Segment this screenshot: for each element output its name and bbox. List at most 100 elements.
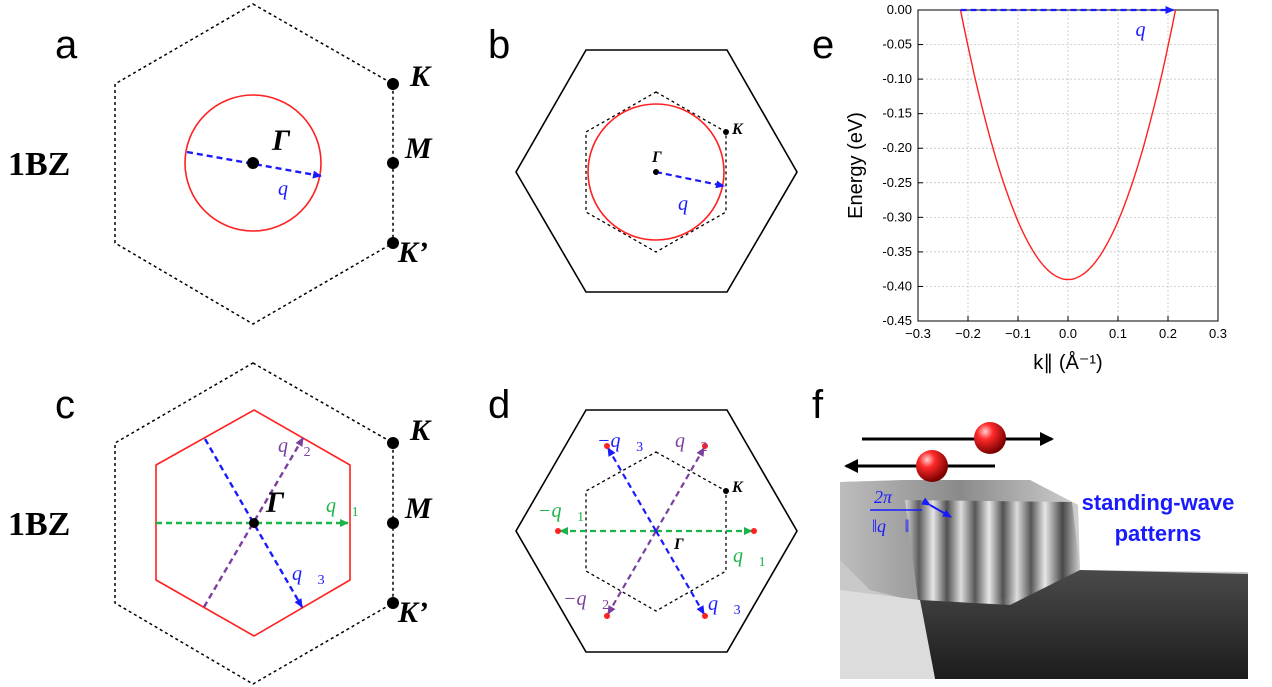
m-point — [387, 157, 399, 169]
panel-d: d Γ K q⃗1 −q⃗1 q⃗2 −q⃗2 q⃗3 −q⃗3 — [488, 383, 798, 653]
endpoint-dot — [604, 613, 610, 619]
gamma-label: Γ — [651, 149, 662, 166]
y-tick-label: -0.15 — [882, 106, 912, 121]
x-tick-label: 0.2 — [1159, 326, 1177, 341]
panel-label-f: f — [812, 383, 824, 427]
y-tick-label: -0.40 — [882, 278, 912, 293]
fermi-contour — [587, 103, 725, 241]
neg-q3-label: −q⃗3 — [597, 430, 643, 455]
electron-ball — [974, 422, 1006, 454]
q-label: q⃗ — [678, 193, 704, 215]
standing-wave-label-1: standing-wave — [1082, 490, 1235, 515]
dispersion-curve — [959, 9, 1177, 281]
bz-label: 1BZ — [8, 146, 70, 183]
panel-label-e: e — [812, 23, 834, 67]
panel-f: f 2π ‖q⃗ ‖ standing-wave patterns — [812, 383, 1248, 679]
m-point — [387, 517, 399, 529]
bz-label: 1BZ — [8, 506, 70, 543]
x-tick-label: −0.2 — [955, 326, 981, 341]
plot-frame — [917, 9, 1219, 322]
outer-hexagon — [515, 409, 798, 653]
endpoint-dot — [702, 443, 708, 449]
q3-vector — [203, 438, 304, 608]
endpoint-dot — [751, 528, 757, 534]
k-label: K — [409, 60, 432, 93]
neg-q2-label: −q⃗2 — [563, 588, 609, 613]
neg-q1-label: −q⃗1 — [538, 500, 584, 525]
q-label: q⃗ — [278, 178, 304, 200]
q3-vector — [655, 530, 705, 615]
x-tick-label: −0.3 — [905, 326, 931, 341]
y-tick-label: -0.05 — [882, 37, 912, 52]
x-tick-label: 0.0 — [1059, 326, 1077, 341]
q2-label: q⃗2 — [278, 435, 311, 460]
y-tick-label: -0.30 — [882, 209, 912, 224]
panel-label-d: d — [488, 383, 510, 427]
endpoint-dot — [702, 613, 708, 619]
k-point — [387, 437, 399, 449]
k-point — [723, 129, 729, 135]
kprime-point — [387, 597, 399, 609]
panel-e: e −0.3 −0.2 −0.1 0.0 0.1 0.2 0.3 0.00 -0.05 -0.10… — [812, 2, 1227, 374]
y-tick-label: -0.35 — [882, 244, 912, 259]
kprime-label: K’ — [397, 236, 428, 269]
k-label: K — [731, 121, 744, 138]
y-tick-label: 0.00 — [887, 2, 912, 17]
m-label: M — [404, 492, 433, 525]
q-vector — [655, 170, 725, 189]
y-tick-label: -0.25 — [882, 175, 912, 190]
standing-wave-label-2: patterns — [1115, 521, 1202, 546]
wavelength-numerator: 2π — [874, 487, 893, 507]
wavelength-arrow — [921, 497, 952, 518]
wavelength-denominator: ‖q⃗ ‖ — [872, 516, 910, 536]
panel-c: c Γ K M K’ q⃗1 q⃗2 q⃗3 1BZ — [8, 362, 433, 685]
y-tick-label: -0.20 — [882, 140, 912, 155]
electron-ball — [916, 450, 948, 482]
kprime-point — [387, 237, 399, 249]
kprime-label: K’ — [397, 596, 428, 629]
endpoint-dot — [604, 443, 610, 449]
neg-q2-vector — [607, 530, 657, 615]
q3-label: q⃗3 — [708, 593, 741, 618]
energy-chart: −0.3 −0.2 −0.1 0.0 0.1 0.2 0.3 0.00 -0.05 -0.10 -0… — [845, 2, 1227, 374]
bz-hexagon — [114, 362, 394, 685]
gamma-point — [653, 169, 659, 175]
y-tick-label: -0.10 — [882, 71, 912, 86]
stm-surface-image — [840, 480, 1248, 679]
q-arrow-label: q⃗ — [1136, 19, 1162, 41]
x-tick-label: 0.1 — [1109, 326, 1127, 341]
k-point — [387, 78, 399, 90]
fermi-hexagon — [155, 409, 351, 637]
bz-hexagon — [114, 3, 394, 325]
x-tick-label: 0.3 — [1209, 326, 1227, 341]
endpoint-dot — [555, 528, 561, 534]
q3-label: q⃗3 — [292, 563, 325, 588]
panel-b: b Γ K q⃗ — [488, 23, 798, 293]
gamma-label: Γ — [673, 536, 684, 553]
gamma-label: Γ — [265, 486, 285, 519]
panel-label-a: a — [55, 23, 78, 67]
gamma-point — [249, 518, 259, 528]
x-tick-label: −0.1 — [1005, 326, 1031, 341]
gamma-point — [247, 157, 259, 169]
k-point — [723, 488, 729, 494]
outer-hexagon — [515, 49, 798, 293]
k-label: K — [731, 479, 744, 496]
panel-label-b: b — [488, 23, 510, 67]
neg-q3-vector — [607, 447, 657, 532]
q1-label: q⃗1 — [733, 545, 766, 570]
panel-a: a Γ K M K’ q⃗ 1BZ — [8, 3, 433, 325]
q2-label: q⃗2 — [675, 430, 708, 455]
fermi-contour — [184, 94, 322, 232]
q-vector — [186, 150, 322, 179]
k-label: K — [409, 414, 432, 447]
y-axis-label: Energy (eV) — [845, 112, 867, 219]
m-label: M — [404, 132, 433, 165]
q2-vector — [655, 447, 705, 532]
gamma-label: Γ — [271, 124, 291, 157]
x-axis-label: k∥ (Å⁻¹) — [1033, 351, 1102, 374]
q2-vector — [202, 437, 305, 608]
y-tick-label: -0.45 — [882, 313, 912, 328]
q1-label: q⃗1 — [326, 495, 359, 520]
